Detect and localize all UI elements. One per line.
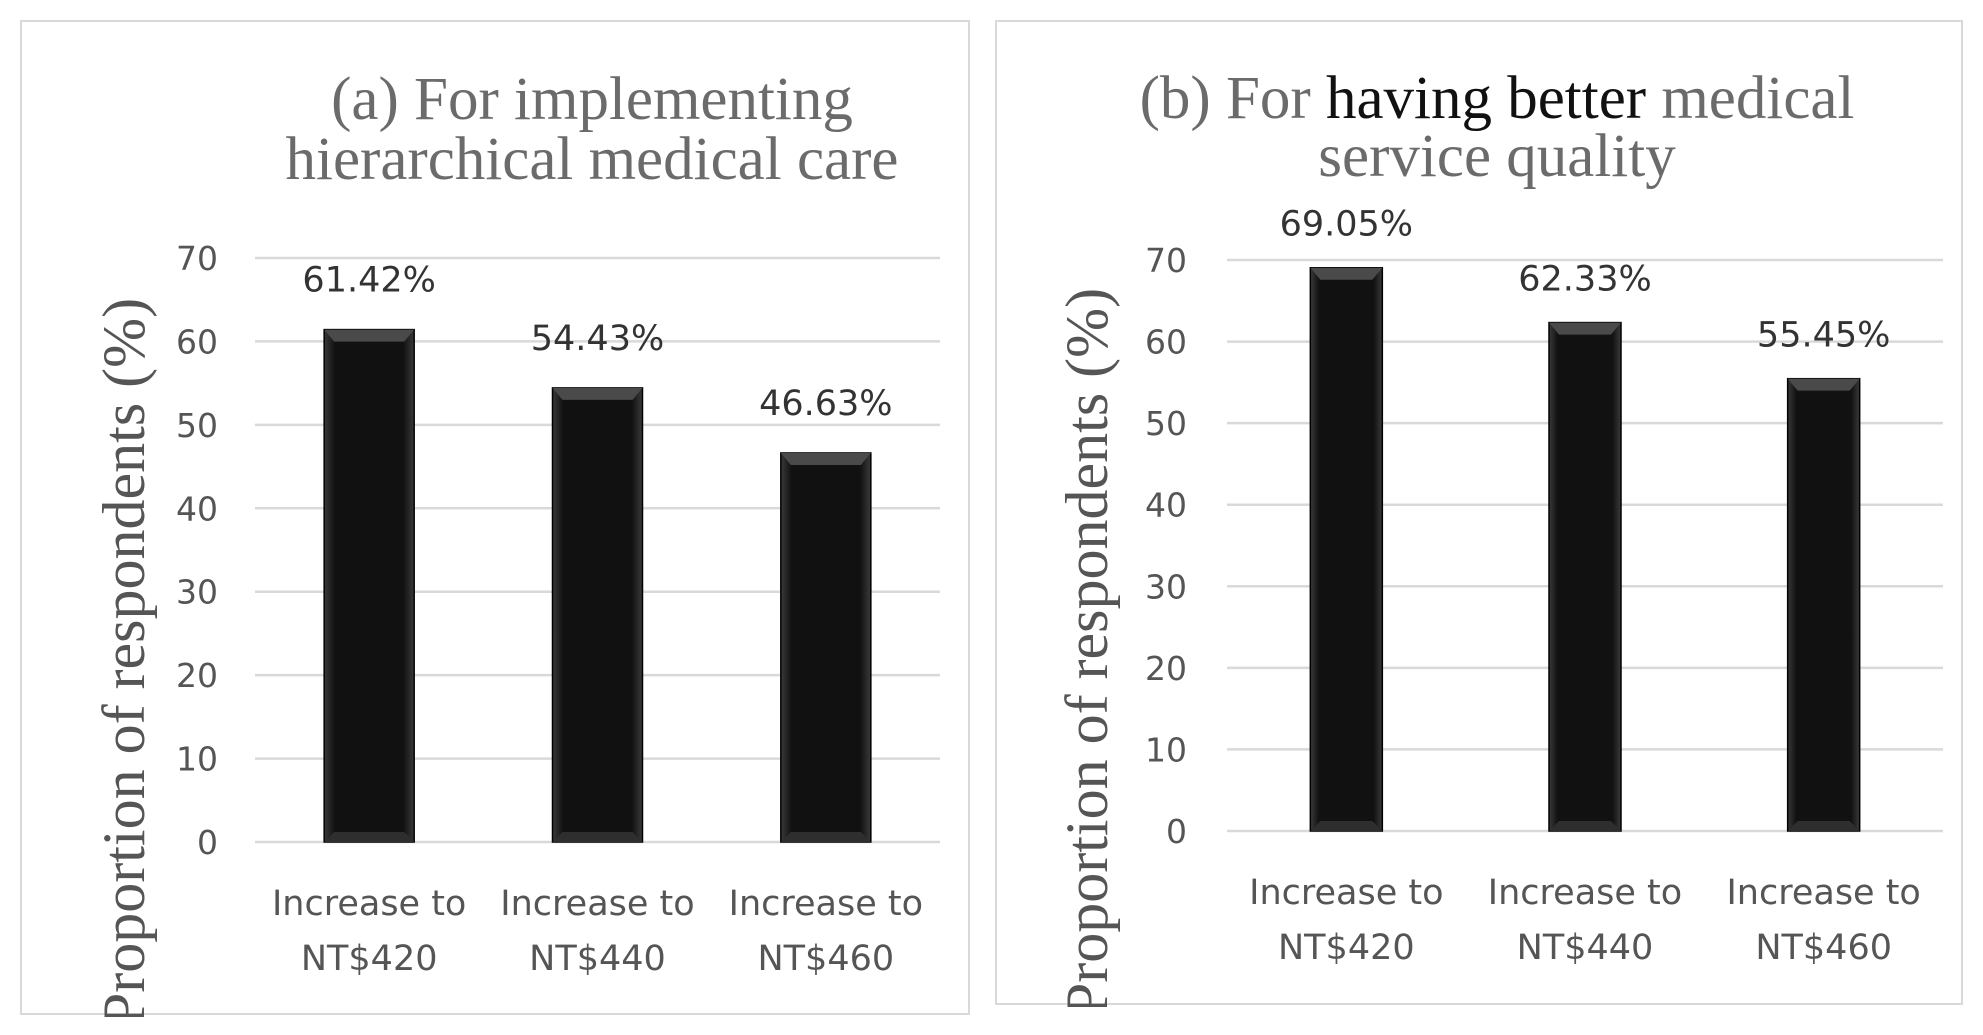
chart-0-ytick-70: 70 (176, 239, 218, 278)
chart-1-title-line-1: service quality (1318, 123, 1676, 190)
chart-0-ytick-0: 0 (197, 823, 218, 862)
chart-1-ytick-20: 20 (1145, 649, 1187, 688)
chart-0-ytick-50: 50 (176, 406, 218, 445)
chart-0-category-2-line-1: NT$460 (758, 939, 895, 979)
chart-0-ytick-40: 40 (176, 489, 218, 528)
chart-1-category-2-line-0: Increase to (1726, 873, 1920, 913)
chart-0-title-line-0: (a) For implementing (331, 66, 853, 133)
chart-1-category-1-line-0: Increase to (1488, 873, 1682, 913)
chart-1-data-label-1: 62.33% (1518, 260, 1651, 300)
chart-1-ytick-60: 60 (1145, 323, 1187, 362)
chart-0-ytick-30: 30 (176, 573, 218, 612)
chart-0-ytick-60: 60 (176, 322, 218, 361)
chart-0-ytick-10: 10 (176, 740, 218, 779)
chart-1-data-label-0: 69.05% (1280, 205, 1413, 245)
chart-1-ytick-10: 10 (1145, 730, 1187, 769)
chart-0-data-label-0: 61.42% (302, 261, 435, 301)
chart-1-category-0-line-1: NT$420 (1278, 928, 1415, 968)
chart-1-title-line-0: (b) For having better medical (1140, 65, 1855, 132)
chart-0-bar-0 (323, 328, 415, 843)
chart-1-category-0-line-0: Increase to (1249, 873, 1443, 913)
chart-1-bar-1 (1548, 321, 1622, 832)
chart-0-category-0-line-1: NT$420 (301, 939, 438, 979)
chart-0-category-1-line-0: Increase to (500, 884, 694, 924)
chart-0-category-2-line-0: Increase to (729, 884, 923, 924)
chart-1-ylabel: Proportion of respondents (%) (1054, 288, 1120, 1007)
chart-1-category-1-line-1: NT$440 (1517, 928, 1654, 968)
chart-0-category-1-line-1: NT$440 (529, 939, 666, 979)
chart-1-bar-2 (1786, 377, 1861, 832)
chart-1-category-2-line-1: NT$460 (1755, 928, 1892, 968)
chart-0-ytick-20: 20 (176, 656, 218, 695)
chart-1-ytick-50: 50 (1145, 404, 1187, 443)
chart-0-data-label-2: 46.63% (759, 384, 892, 424)
chart-1-ytick-40: 40 (1145, 486, 1187, 525)
chart-1-bar-0 (1309, 266, 1384, 832)
chart-1-ytick-30: 30 (1145, 567, 1187, 606)
chart-0-title-line-1: hierarchical medical care (286, 126, 899, 193)
chart-0-bar-1 (551, 387, 644, 843)
chart-1-data-label-2: 55.45% (1757, 316, 1890, 356)
chart-0-bar-2 (780, 452, 872, 843)
chart-1-ytick-70: 70 (1145, 241, 1187, 280)
chart-0-data-label-1: 54.43% (531, 319, 664, 359)
chart-0-category-0-line-0: Increase to (272, 884, 466, 924)
chart-panel-b: (b) For having better medical service qua… (995, 20, 1963, 1007)
chart-0-ylabel: Proportion of respondents (%) (91, 298, 157, 1017)
chart-1-ytick-0: 0 (1166, 812, 1187, 851)
chart-panel-a: (a) For implementing hierarchical medical… (20, 20, 970, 1017)
